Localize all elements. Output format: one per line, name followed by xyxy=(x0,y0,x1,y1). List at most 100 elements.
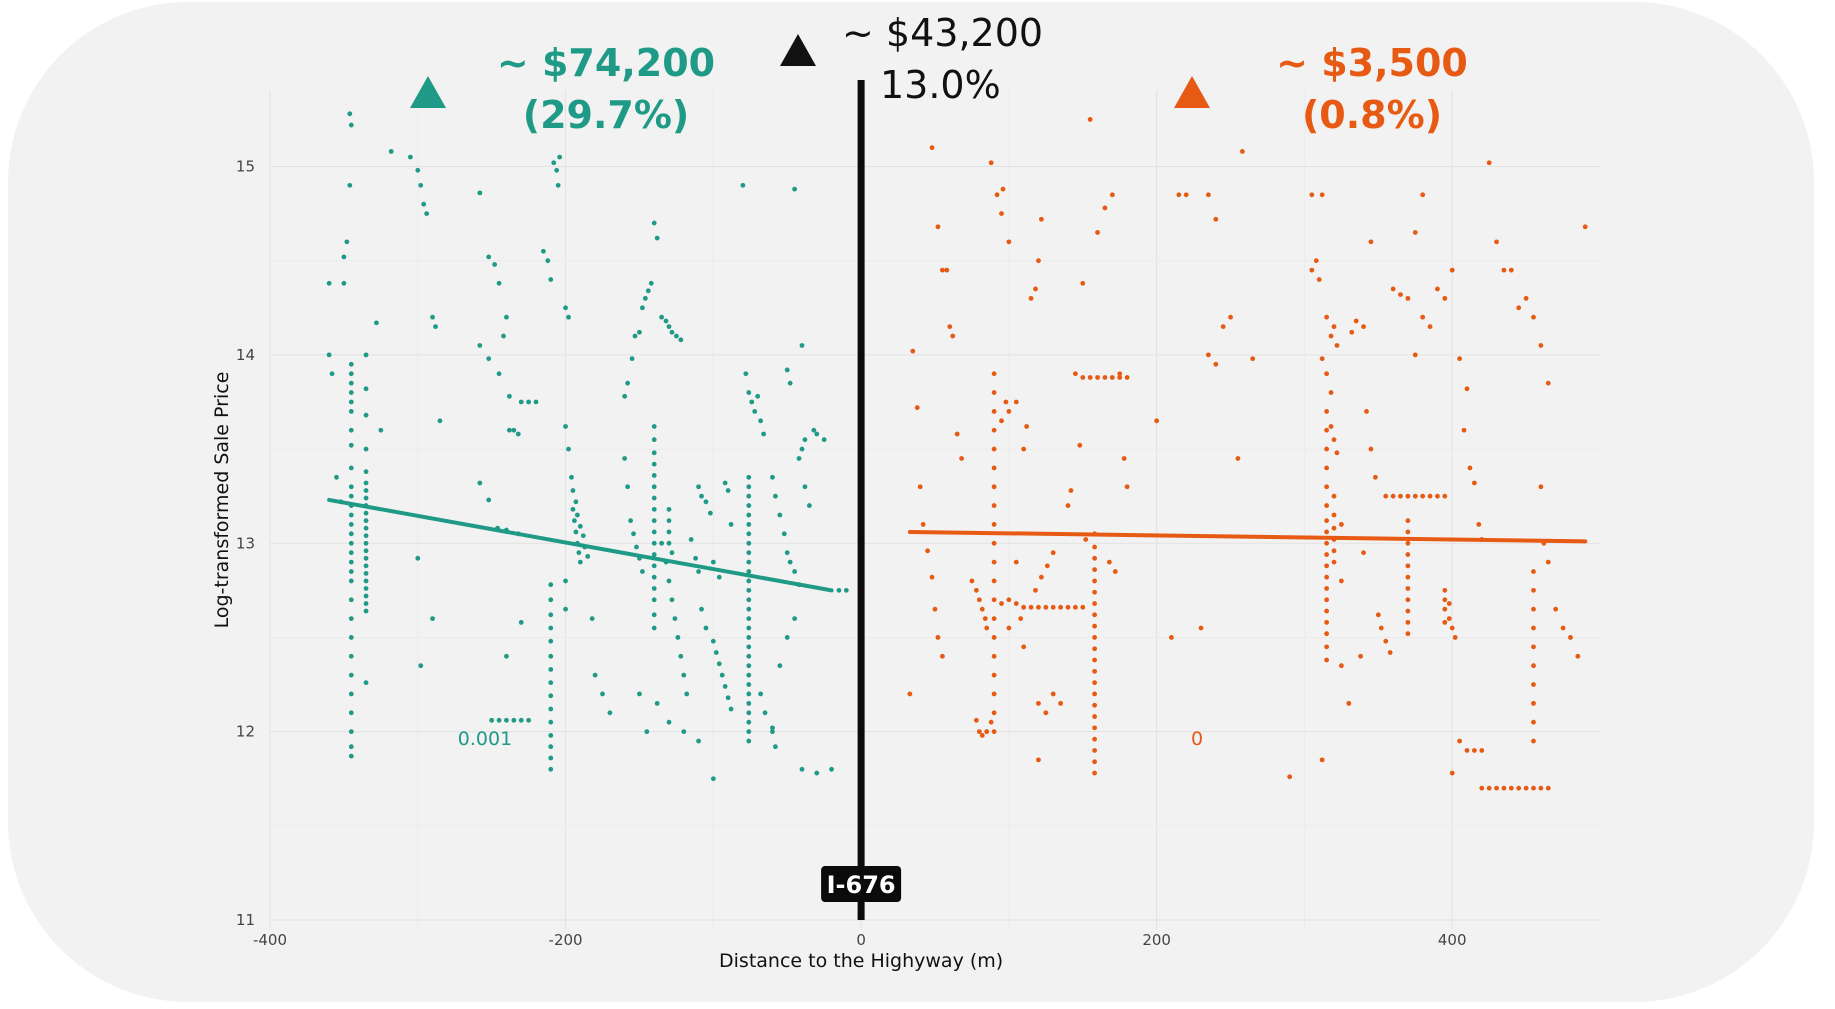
left-data-point xyxy=(746,606,752,612)
left-data-point xyxy=(666,324,672,330)
left-data-point xyxy=(545,258,551,264)
right-data-point xyxy=(1013,601,1019,606)
left-data-point xyxy=(659,314,665,320)
left-data-point xyxy=(792,616,798,622)
right-data-point xyxy=(1313,258,1319,264)
right-data-point xyxy=(1405,540,1411,546)
left-data-point xyxy=(511,717,517,723)
right-data-point xyxy=(1328,333,1334,339)
right-data-point xyxy=(1092,623,1097,629)
left-data-point xyxy=(746,569,752,574)
left-data-point xyxy=(746,578,752,584)
left-data-point xyxy=(569,474,574,480)
right-data-point xyxy=(1324,446,1330,452)
left-data-point xyxy=(348,578,354,584)
right-data-point xyxy=(999,418,1004,424)
left-data-point xyxy=(518,399,524,405)
right-data-point xyxy=(1435,493,1440,499)
left-data-point xyxy=(415,167,421,173)
right-data-point xyxy=(1427,324,1433,330)
right-data-point xyxy=(1324,540,1330,546)
left-data-point xyxy=(802,484,808,490)
left-data-point xyxy=(437,418,443,424)
left-data-point xyxy=(504,314,509,320)
right-data-point xyxy=(1102,205,1108,211)
right-data-point xyxy=(1092,555,1097,561)
left-data-point xyxy=(563,606,568,612)
right-data-point xyxy=(999,601,1004,606)
right-data-point xyxy=(1028,295,1034,301)
y-tick-label: 11 xyxy=(236,911,255,929)
left-data-point xyxy=(651,495,657,501)
right-data-point xyxy=(1471,748,1477,753)
left-data-point xyxy=(746,597,752,603)
right-data-point xyxy=(1087,117,1093,122)
left-data-point xyxy=(348,522,354,527)
right-data-point xyxy=(991,672,997,678)
right-data-point xyxy=(1095,230,1100,235)
right-data-point xyxy=(1398,292,1403,298)
left-data-point xyxy=(433,324,438,330)
left-data-point xyxy=(557,154,563,160)
right-data-point xyxy=(1378,625,1384,631)
right-data-point xyxy=(1420,192,1426,198)
right-data-point xyxy=(991,578,997,584)
left-data-point xyxy=(821,437,827,443)
left-data-point xyxy=(348,380,354,386)
left-data-point xyxy=(811,427,817,433)
right-data-point xyxy=(1338,663,1344,669)
right-data-point xyxy=(991,522,997,527)
right-data-point xyxy=(939,267,945,273)
left-data-point xyxy=(347,182,353,188)
left-data-point xyxy=(699,606,704,612)
right-data-point xyxy=(929,145,935,151)
left-data-point xyxy=(622,393,628,399)
right-data-point xyxy=(1486,785,1492,791)
right-data-point xyxy=(1405,563,1411,569)
right-data-point xyxy=(1043,604,1049,610)
left-data-point xyxy=(746,512,752,518)
left-data-point xyxy=(728,522,734,527)
right-data-point xyxy=(1405,619,1411,625)
left-data-point xyxy=(515,431,521,437)
right-data-point xyxy=(1324,657,1330,663)
left-data-point xyxy=(629,356,635,362)
left-data-point xyxy=(573,499,579,505)
left-data-point xyxy=(651,586,657,591)
right-data-point xyxy=(1092,725,1097,731)
left-data-point xyxy=(548,732,554,738)
left-data-point xyxy=(781,531,787,537)
left-data-point xyxy=(563,578,568,584)
right-data-point xyxy=(1095,375,1100,380)
left-data-point xyxy=(746,390,752,395)
left-data-point xyxy=(363,586,369,591)
left-data-point xyxy=(374,320,379,326)
left-data-point xyxy=(651,574,657,580)
left-data-point xyxy=(388,149,394,154)
left-data-point xyxy=(566,314,571,320)
left-data-point xyxy=(489,717,495,723)
right-data-point xyxy=(1390,493,1396,499)
left-data-point xyxy=(651,484,657,490)
left-data-point xyxy=(334,474,339,480)
left-data-point xyxy=(651,612,657,618)
left-data-point xyxy=(570,506,576,512)
right-data-point xyxy=(1083,537,1089,542)
right-data-point xyxy=(1044,563,1050,569)
left-data-point xyxy=(651,220,657,226)
right-data-point xyxy=(1117,375,1123,380)
right-data-point xyxy=(1121,456,1127,461)
left-data-point xyxy=(681,729,687,735)
center-triangle-icon xyxy=(780,34,816,66)
left-data-point xyxy=(651,563,657,569)
right-data-point xyxy=(1058,604,1064,610)
left-data-point xyxy=(746,653,752,659)
right-data-point xyxy=(929,574,935,580)
left-data-point xyxy=(363,495,369,501)
right-data-point xyxy=(1077,442,1083,448)
left-data-point xyxy=(347,111,353,117)
left-data-point xyxy=(348,672,354,678)
left-data-point xyxy=(507,427,512,433)
left-data-point xyxy=(728,706,734,712)
right-data-point xyxy=(917,484,923,490)
